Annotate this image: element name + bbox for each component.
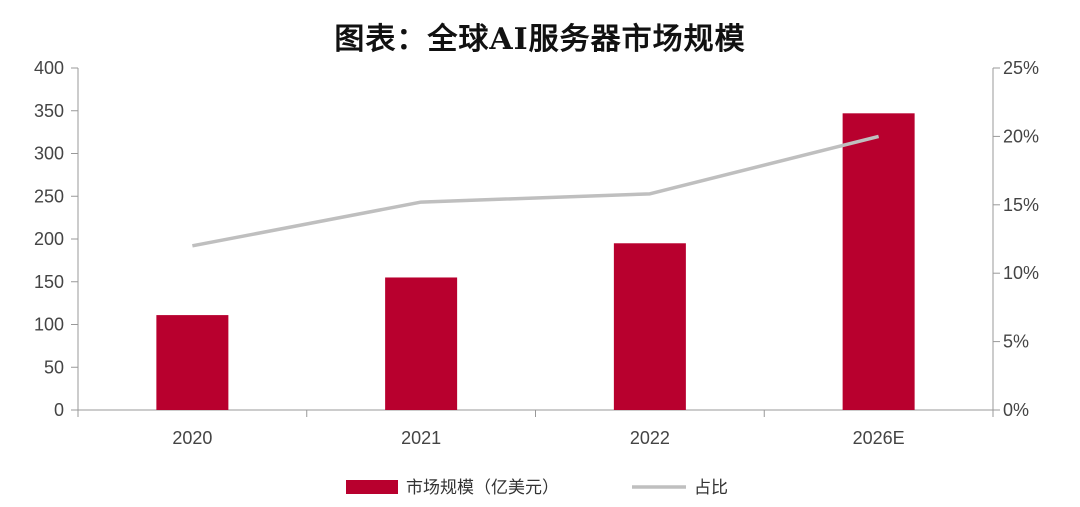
left-axis-tick-label: 250 <box>34 186 64 206</box>
right-axis-tick-label: 10% <box>1003 263 1039 283</box>
left-axis-tick-label: 150 <box>34 272 64 292</box>
x-axis-tick-label: 2022 <box>630 428 670 448</box>
legend-bar-swatch <box>346 480 398 494</box>
left-axis-tick-label: 100 <box>34 315 64 335</box>
left-axis-tick-label: 300 <box>34 144 64 164</box>
line-share-series <box>192 134 880 248</box>
bar-market-size <box>842 113 915 410</box>
x-axis-tick-label: 2020 <box>172 428 212 448</box>
left-axis-tick-label: 50 <box>44 357 64 377</box>
chart-title: 图表：全球AI服务器市场规模 <box>334 22 746 57</box>
ratio-line <box>192 134 880 248</box>
right-axis-tick-label: 15% <box>1003 195 1039 215</box>
bar-market-size <box>613 243 686 410</box>
right-axis-tick-label: 20% <box>1003 126 1039 146</box>
legend-bar-label: 市场规模（亿美元） <box>406 478 559 498</box>
legend: 市场规模（亿美元） 占比 <box>346 478 728 498</box>
x-axis-tick-label: 2021 <box>401 428 441 448</box>
left-axis-tick-label: 200 <box>34 229 64 249</box>
legend-line-label: 占比 <box>694 478 728 498</box>
bar-market-size <box>156 315 229 410</box>
bars <box>156 113 915 410</box>
right-axis-tick-label: 5% <box>1003 332 1029 352</box>
left-axis-tick-label: 350 <box>34 101 64 121</box>
left-axis-tick-label: 0 <box>54 400 64 420</box>
left-axis-tick-label: 400 <box>34 58 64 78</box>
right-axis-tick-label: 25% <box>1003 58 1039 78</box>
x-axis-tick-label: 2026E <box>853 428 905 448</box>
axes: 0 50 100 150 200 250 300 350 400 0% 5% 10% 15% 20% 25%… <box>34 58 1039 448</box>
right-axis-tick-label: 0% <box>1003 400 1029 420</box>
bar-market-size <box>385 277 458 410</box>
